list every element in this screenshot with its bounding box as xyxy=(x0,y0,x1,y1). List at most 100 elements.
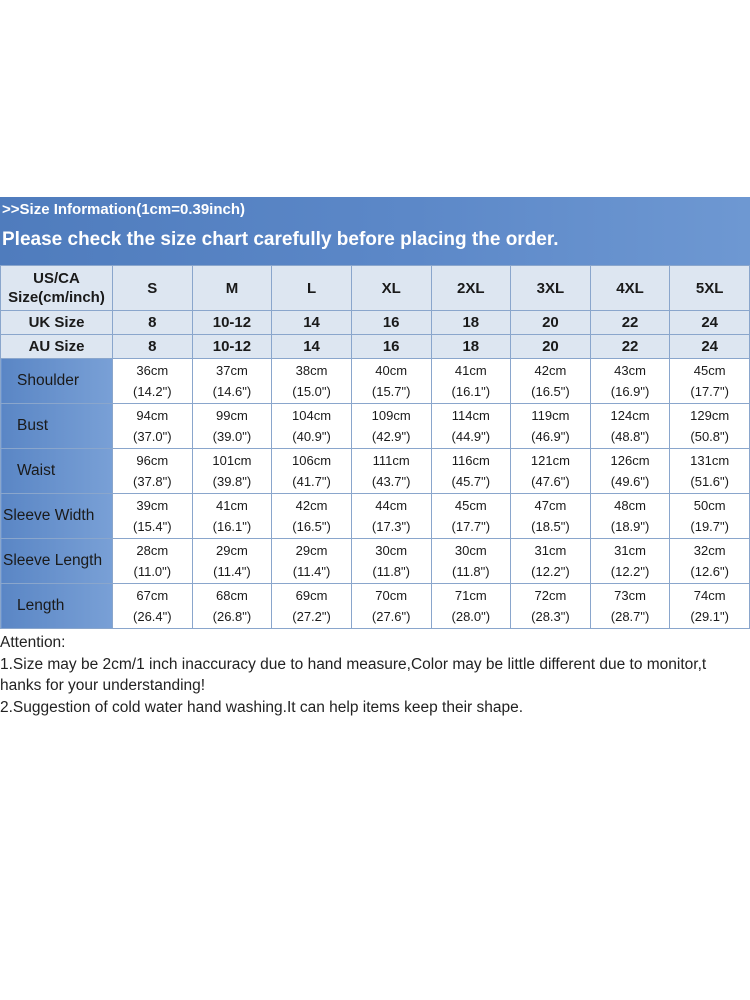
au-size-cell: 16 xyxy=(350,334,432,359)
size-unit-label: Size(cm/inch) xyxy=(8,289,105,306)
au-size-cell: 24 xyxy=(669,334,750,359)
uk-size-cell: 8 xyxy=(112,310,193,335)
inch-value: (27.2") xyxy=(292,609,331,624)
measurement-cell: 43cm (16.9") xyxy=(589,358,671,404)
inch-value: (27.6") xyxy=(371,609,411,624)
cm-value: 37cm xyxy=(216,363,248,378)
cm-value: 116cm xyxy=(451,453,490,468)
cm-value: 41cm xyxy=(216,498,248,513)
uk-size-label: UK Size xyxy=(0,310,113,335)
cm-value: 121cm xyxy=(530,453,570,468)
measurement-cell: 111cm (43.7") xyxy=(350,448,432,494)
measurement-cell: 126cm (49.6") xyxy=(589,448,671,494)
inch-value: (17.3") xyxy=(371,519,411,534)
inch-value: (29.1") xyxy=(690,609,729,624)
measurement-cell: 42cm (16.5") xyxy=(271,493,352,539)
measurement-cell: 73cm (28.7") xyxy=(589,583,671,629)
inch-value: (37.0") xyxy=(133,429,172,444)
uk-size-cell: 24 xyxy=(669,310,750,335)
inch-value: (42.9") xyxy=(371,429,411,444)
uk-size-cell: 16 xyxy=(350,310,432,335)
cm-value: 48cm xyxy=(614,498,646,513)
cm-value: 28cm xyxy=(136,543,169,558)
cm-value: 126cm xyxy=(610,453,650,468)
size-header-cell: 2XL xyxy=(430,265,512,311)
inch-value: (51.6") xyxy=(690,474,729,489)
measurement-row: Length 67cm (26.4") 68cm (26.8") 69cm (27.2") 7… xyxy=(0,583,750,629)
au-size-cell: 20 xyxy=(510,334,591,359)
measurement-label: Bust xyxy=(0,403,113,449)
measurement-cell: 29cm (11.4") xyxy=(191,538,273,584)
cm-value: 44cm xyxy=(375,498,408,513)
au-size-label: AU Size xyxy=(0,334,113,359)
measurement-cell: 96cm (37.8") xyxy=(112,448,193,494)
measurement-cell: 101cm (39.8") xyxy=(191,448,273,494)
inch-value: (16.1") xyxy=(212,519,252,534)
measurement-cell: 31cm (12.2") xyxy=(589,538,671,584)
inch-value: (41.7") xyxy=(292,474,331,489)
inch-value: (43.7") xyxy=(371,474,411,489)
cm-value: 114cm xyxy=(451,408,490,423)
inch-value: (16.5") xyxy=(292,519,331,534)
measurement-cell: 67cm (26.4") xyxy=(112,583,193,629)
inch-value: (16.1") xyxy=(451,384,491,399)
cm-value: 131cm xyxy=(690,453,730,468)
cm-value: 29cm xyxy=(295,543,328,558)
cm-value: 45cm xyxy=(454,498,487,513)
measurement-cell: 31cm (12.2") xyxy=(510,538,591,584)
cm-value: 101cm xyxy=(212,453,252,468)
cm-value: 70cm xyxy=(375,588,408,603)
cm-value: 94cm xyxy=(136,408,169,423)
cm-value: 119cm xyxy=(531,408,570,423)
measurement-row: Shoulder 36cm (14.2") 37cm (14.6") 38cm (15.0"… xyxy=(0,358,750,404)
inch-value: (50.8") xyxy=(690,429,729,444)
inch-value: (26.8") xyxy=(212,609,252,624)
inch-value: (19.7") xyxy=(690,519,729,534)
size-info-title: >>Size Information(1cm=0.39inch) xyxy=(2,201,245,218)
size-info-banner: >>Size Information(1cm=0.39inch) Please … xyxy=(0,197,750,265)
cm-value: 73cm xyxy=(614,588,646,603)
inch-value: (39.8") xyxy=(212,474,252,489)
cm-value: 29cm xyxy=(216,543,248,558)
cm-value: 111cm xyxy=(372,453,410,468)
measurement-cell: 119cm (46.9") xyxy=(510,403,591,449)
cm-value: 30cm xyxy=(454,543,487,558)
measurement-cell: 44cm (17.3") xyxy=(350,493,432,539)
measurement-row: Sleeve Width 39cm (15.4") 41cm (16.1") 42cm (1… xyxy=(0,493,750,539)
size-header-row: US/CA Size(cm/inch) S M L XL 2XL 3XL 4XL 5XL xyxy=(0,265,750,311)
inch-value: (18.5") xyxy=(531,519,570,534)
measurement-label: Waist xyxy=(0,448,113,494)
cm-value: 39cm xyxy=(136,498,169,513)
inch-value: (40.9") xyxy=(292,429,331,444)
size-chart-table: US/CA Size(cm/inch) S M L XL 2XL 3XL 4XL 5XL UK… xyxy=(0,265,750,629)
inch-value: (44.9") xyxy=(451,429,491,444)
cm-value: 31cm xyxy=(614,543,646,558)
cm-value: 71cm xyxy=(454,588,487,603)
measurement-cell: 104cm (40.9") xyxy=(271,403,352,449)
inch-value: (11.0") xyxy=(133,564,172,579)
measurement-cell: 39cm (15.4") xyxy=(112,493,193,539)
cm-value: 30cm xyxy=(375,543,408,558)
inch-value: (11.4") xyxy=(292,564,331,579)
cm-value: 47cm xyxy=(534,498,567,513)
us-ca-label: US/CA xyxy=(33,270,80,287)
cm-value: 109cm xyxy=(371,408,411,423)
inch-value: (28.3") xyxy=(531,609,570,624)
measurement-cell: 41cm (16.1") xyxy=(191,493,273,539)
cm-value: 124cm xyxy=(610,408,650,423)
measurement-cell: 28cm (11.0") xyxy=(112,538,193,584)
measurement-row: Sleeve Length 28cm (11.0") 29cm (11.4") 29cm (… xyxy=(0,538,750,584)
measurement-cell: 106cm (41.7") xyxy=(271,448,352,494)
uk-size-cell: 22 xyxy=(589,310,671,335)
measurement-cell: 48cm (18.9") xyxy=(589,493,671,539)
cm-value: 69cm xyxy=(295,588,328,603)
au-size-cell: 14 xyxy=(271,334,352,359)
cm-value: 43cm xyxy=(614,363,646,378)
au-size-cell: 22 xyxy=(589,334,671,359)
inch-value: (12.2") xyxy=(531,564,570,579)
inch-value: (17.7") xyxy=(690,384,729,399)
cm-value: 72cm xyxy=(534,588,567,603)
measurement-cell: 70cm (27.6") xyxy=(350,583,432,629)
measurement-row: Waist 96cm (37.8") 101cm (39.8") 106cm (41.7")… xyxy=(0,448,750,494)
measurement-cell: 42cm (16.5") xyxy=(510,358,591,404)
